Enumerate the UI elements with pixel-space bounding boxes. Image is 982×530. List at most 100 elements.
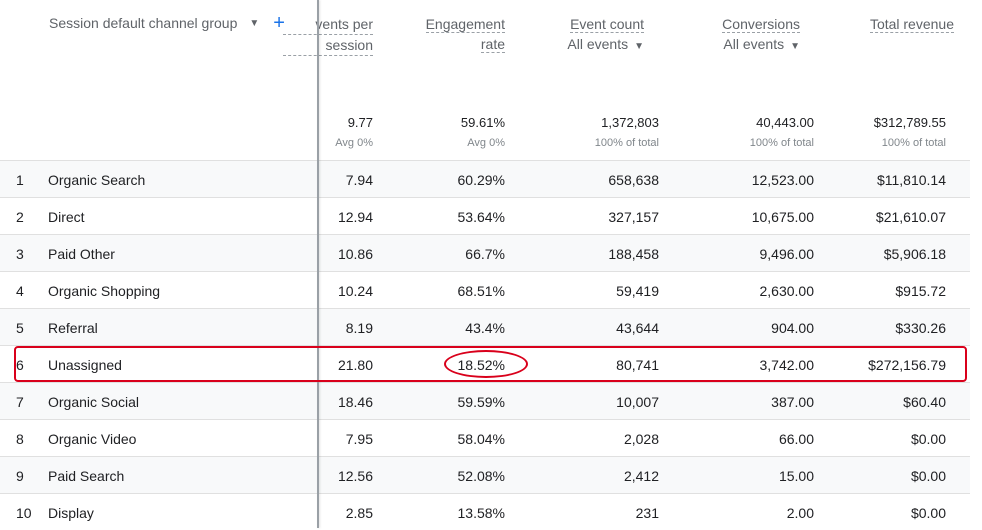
cell-conversions: 15.00: [778, 468, 814, 484]
header-conversions-title: Conversions: [722, 16, 800, 33]
row-number: 4: [16, 283, 24, 299]
conversions-selector[interactable]: All events ▼: [680, 34, 800, 57]
cell-total-revenue: $60.40: [903, 394, 946, 410]
row-number: 10: [16, 505, 32, 521]
dimension-header[interactable]: Session default channel group ▼ +: [49, 12, 285, 34]
total-events-per-session-sub: Avg 0%: [335, 137, 373, 149]
highlight-row-annotation: [14, 346, 967, 382]
cell-engagement-rate: 13.58%: [457, 505, 505, 521]
row-number: 7: [16, 394, 24, 410]
caret-down-icon: ▼: [634, 41, 644, 52]
cell-engagement-rate: 58.04%: [457, 431, 505, 447]
cell-event-count: 59,419: [616, 283, 659, 299]
cell-event-count: 2,028: [623, 431, 659, 447]
table-row[interactable]: 1 Organic Search 7.94 60.29% 658,638 12,…: [0, 160, 970, 197]
cell-events-per-session: 12.56: [337, 468, 373, 484]
total-revenue-sub: 100% of total: [881, 137, 946, 149]
cell-events-per-session: 2.85: [345, 505, 373, 521]
header-events-per-session-line1: vents per: [283, 14, 373, 35]
total-event-count-sub: 100% of total: [594, 137, 659, 149]
header-event-count-title: Event count: [570, 16, 644, 33]
cell-event-count: 327,157: [608, 209, 659, 225]
conversions-selector-label: All events: [723, 36, 785, 52]
channel-name[interactable]: Organic Search: [48, 172, 146, 188]
row-number: 5: [16, 320, 24, 336]
cell-engagement-rate: 68.51%: [457, 283, 505, 299]
table-row[interactable]: 10 Display 2.85 13.58% 231 2.00 $0.00: [0, 493, 970, 530]
cell-conversions: 66.00: [778, 431, 814, 447]
header-event-count[interactable]: Event count All events ▼: [524, 14, 644, 57]
cell-events-per-session: 7.94: [345, 172, 373, 188]
cell-conversions: 3,742.00: [759, 357, 815, 373]
table-row[interactable]: 8 Organic Video 7.95 58.04% 2,028 66.00 …: [0, 419, 970, 456]
channel-name[interactable]: Organic Shopping: [48, 283, 161, 299]
table-row[interactable]: 3 Paid Other 10.86 66.7% 188,458 9,496.0…: [0, 234, 970, 271]
cell-engagement-rate: 59.59%: [457, 394, 505, 410]
cell-event-count: 231: [635, 505, 659, 521]
cell-conversions: 10,675.00: [751, 209, 814, 225]
dimension-header-label[interactable]: Session default channel group: [49, 15, 238, 31]
cell-conversions: 387.00: [771, 394, 814, 410]
caret-down-icon[interactable]: ▼: [249, 17, 260, 29]
header-engagement-rate-line2: rate: [480, 36, 505, 53]
header-engagement-rate[interactable]: Engagement rate: [405, 14, 505, 54]
event-count-selector[interactable]: All events ▼: [524, 34, 644, 57]
cell-events-per-session: 10.86: [337, 246, 373, 262]
cell-events-per-session: 10.24: [337, 283, 373, 299]
table-row[interactable]: 9 Paid Search 12.56 52.08% 2,412 15.00 $…: [0, 456, 970, 493]
cell-engagement-rate: 60.29%: [457, 172, 505, 188]
channel-name[interactable]: Organic Video: [48, 431, 137, 447]
channel-name[interactable]: Unassigned: [48, 357, 122, 373]
channel-name[interactable]: Referral: [48, 320, 98, 336]
event-count-selector-label: All events: [567, 36, 629, 52]
plus-icon[interactable]: +: [273, 12, 285, 34]
total-conversions-sub: 100% of total: [749, 137, 814, 149]
cell-event-count: 43,644: [616, 320, 659, 336]
table-row[interactable]: 2 Direct 12.94 53.64% 327,157 10,675.00 …: [0, 197, 970, 234]
cell-total-revenue: $11,810.14: [876, 172, 946, 188]
caret-down-icon: ▼: [790, 41, 800, 52]
table-row[interactable]: 4 Organic Shopping 10.24 68.51% 59,419 2…: [0, 271, 970, 308]
header-total-revenue[interactable]: Total revenue: [834, 14, 954, 34]
channel-name[interactable]: Paid Search: [48, 468, 125, 484]
header-events-per-session[interactable]: vents per session: [283, 14, 373, 56]
cell-engagement-rate: 52.08%: [457, 468, 505, 484]
row-number: 8: [16, 431, 24, 447]
channel-name[interactable]: Direct: [48, 209, 85, 225]
cell-conversions: 2.00: [786, 505, 814, 521]
header-conversions[interactable]: Conversions All events ▼: [680, 14, 800, 57]
channel-name[interactable]: Organic Social: [48, 394, 140, 410]
cell-conversions: 904.00: [771, 320, 814, 336]
row-number: 9: [16, 468, 24, 484]
cell-total-revenue: $915.72: [895, 283, 946, 299]
channel-name[interactable]: Paid Other: [48, 246, 115, 262]
cell-total-revenue: $0.00: [910, 505, 946, 521]
header-events-per-session-line2: session: [283, 35, 373, 56]
cell-total-revenue: $330.26: [895, 320, 946, 336]
table-row[interactable]: 7 Organic Social 18.46 59.59% 10,007 387…: [0, 382, 970, 419]
cell-event-count: 10,007: [616, 394, 659, 410]
header-engagement-rate-line1: Engagement: [425, 16, 505, 33]
cell-event-count: 658,638: [608, 172, 659, 188]
cell-engagement-rate: 43.4%: [465, 320, 505, 336]
total-engagement-rate: 59.61%: [460, 115, 505, 130]
cell-event-count: 80,741: [616, 357, 659, 373]
cell-total-revenue: $21,610.07: [875, 209, 946, 225]
total-event-count: 1,372,803: [601, 115, 659, 130]
cell-total-revenue: $0.00: [910, 468, 946, 484]
table-row[interactable]: 5 Referral 8.19 43.4% 43,644 904.00 $330…: [0, 308, 970, 345]
cell-events-per-session: 12.94: [337, 209, 373, 225]
cell-event-count: 2,412: [623, 468, 659, 484]
channel-name[interactable]: Display: [48, 505, 94, 521]
total-conversions: 40,443.00: [756, 115, 814, 130]
cell-events-per-session: 18.46: [337, 394, 373, 410]
table-body: 1 Organic Search 7.94 60.29% 658,638 12,…: [0, 160, 970, 530]
header-total-revenue-title: Total revenue: [869, 16, 954, 33]
cell-conversions: 12,523.00: [751, 172, 814, 188]
total-revenue: $312,789.55: [873, 115, 946, 130]
total-events-per-session: 9.77: [347, 115, 373, 130]
cell-total-revenue: $0.00: [910, 431, 946, 447]
row-number: 3: [16, 246, 24, 262]
cell-events-per-session: 21.80: [337, 357, 373, 373]
cell-events-per-session: 7.95: [345, 431, 373, 447]
